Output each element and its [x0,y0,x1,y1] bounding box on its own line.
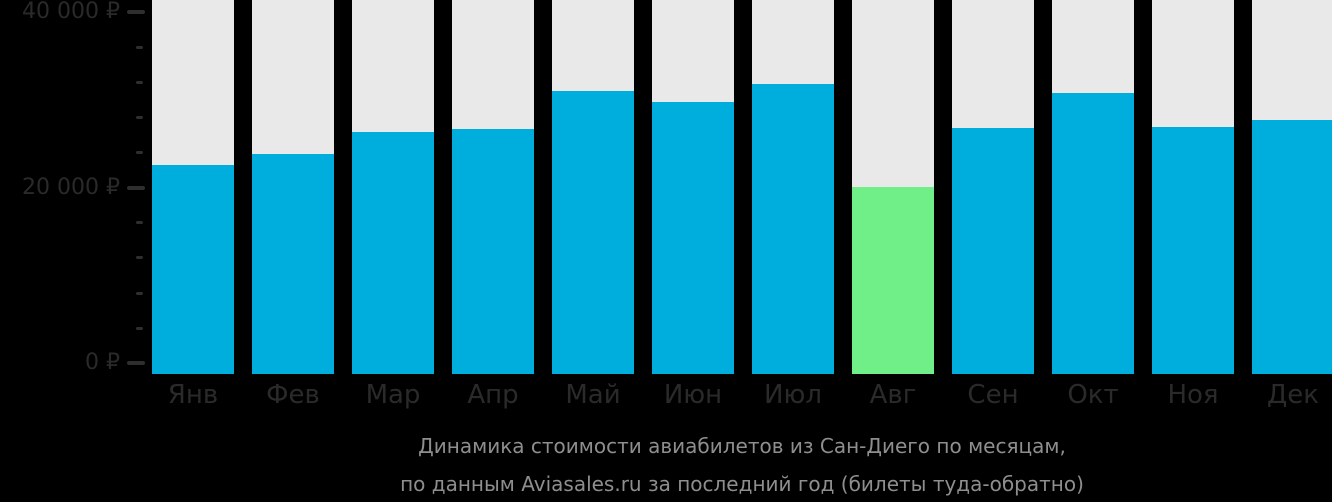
y-tick-minor [136,221,143,225]
month-label-Июн: Июн [663,380,723,410]
y-tick-major [127,361,145,366]
bar-Июл[interactable] [752,84,834,374]
bar-Ноя[interactable] [1152,127,1234,374]
y-tick-minor [136,326,143,330]
chart-title-line-1: Динамика стоимости авиабилетов из Сан-Ди… [418,434,1066,458]
bar-Фев[interactable] [252,154,334,374]
month-label-Ноя: Ноя [1167,380,1219,410]
y-tick-minor [136,45,143,49]
month-label-Июл: Июл [764,380,822,410]
chart-title-line-2: по данным Aviasales.ru за последний год … [400,472,1084,496]
bar-Авг[interactable] [852,186,934,374]
month-label-Сен: Сен [967,380,1019,410]
bar-Май[interactable] [552,91,634,374]
y-tick-label: 0 ₽ [85,350,120,376]
month-label-Апр: Апр [467,380,519,410]
y-tick-minor [136,256,143,260]
month-label-Дек: Дек [1266,380,1319,410]
bar-Мар[interactable] [352,131,434,374]
y-tick-label: 40 000 ₽ [22,0,120,25]
month-label-Май: Май [565,380,621,410]
y-tick-label: 20 000 ₽ [22,174,120,200]
y-tick-minor [136,80,143,84]
y-tick-minor [136,151,143,155]
y-tick-major [127,185,145,190]
chart-title: Динамика стоимости авиабилетов из Сан-Ди… [152,427,1332,502]
month-label-Авг: Авг [869,380,917,410]
bar-Апр[interactable] [452,128,534,374]
bar-Янв[interactable] [152,164,234,374]
month-label-Мар: Мар [365,380,421,410]
month-label-Янв: Янв [167,380,219,410]
bar-Окт[interactable] [1052,92,1134,374]
bar-Сен[interactable] [952,127,1034,374]
month-label-Окт: Окт [1067,380,1119,410]
y-tick-minor [136,115,143,119]
y-tick-major [127,10,145,15]
bar-Июн[interactable] [652,101,734,374]
bar-Дек[interactable] [1252,120,1332,374]
y-tick-minor [136,291,143,295]
month-label-Фев: Фев [266,380,320,410]
